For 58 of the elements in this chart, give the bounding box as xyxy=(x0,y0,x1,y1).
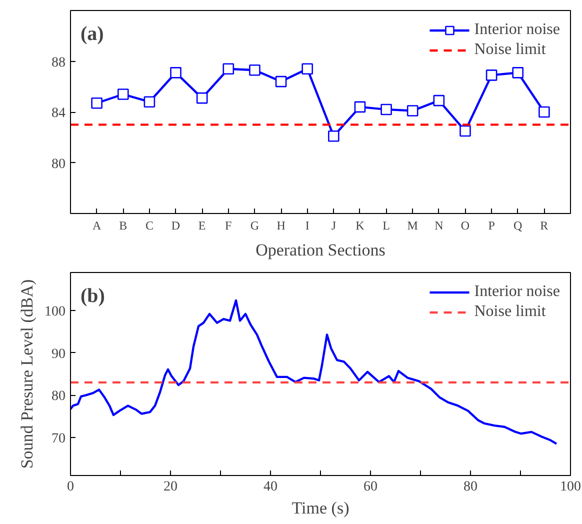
legend-label: Noise limit xyxy=(474,41,546,59)
x-tick-label: 40 xyxy=(264,480,278,494)
point xyxy=(275,76,287,88)
x-tick-label: P xyxy=(488,218,496,232)
legend-label: Interior noise xyxy=(474,21,560,39)
point xyxy=(354,101,366,113)
point xyxy=(406,105,418,116)
y-tick-label: 90 xyxy=(52,346,66,362)
y-tick-label: 70 xyxy=(52,431,66,446)
y-tick-label: 84 xyxy=(52,106,66,121)
legend-label: Interior noise xyxy=(474,283,560,301)
point xyxy=(249,64,260,76)
x-tick-label: 80 xyxy=(464,480,478,494)
y-axis-title: Sound Presure Level (dBA) xyxy=(18,279,36,469)
x-tick-label: D xyxy=(171,218,180,232)
y-tick-label: 100 xyxy=(44,304,66,320)
x-tick-label: O xyxy=(460,218,470,232)
point xyxy=(328,130,340,142)
point xyxy=(117,88,129,100)
x-tick-label: F xyxy=(225,218,232,232)
point xyxy=(433,94,445,106)
y-tick-label: 88 xyxy=(52,55,66,70)
x-tick-label: J xyxy=(331,218,336,232)
x-axis-title: Time (s) xyxy=(292,498,350,518)
x-tick-label: E xyxy=(198,218,206,232)
point xyxy=(486,70,498,81)
x-tick-label: B xyxy=(119,218,128,232)
x-tick-label: K xyxy=(356,218,365,232)
legend-label: Noise limit xyxy=(474,303,546,321)
x-tick-label: Q xyxy=(514,218,523,232)
x-tick-label: A xyxy=(92,218,102,232)
x-axis-title: Operation Sections xyxy=(256,240,386,260)
x-tick-label: M xyxy=(407,218,418,232)
point xyxy=(170,67,182,78)
point xyxy=(222,63,234,75)
x-tick-label: 20 xyxy=(164,480,178,494)
x-tick-label: I xyxy=(305,218,310,232)
x-tick-label: 100 xyxy=(560,480,581,494)
point xyxy=(91,97,102,109)
point xyxy=(380,104,392,116)
point xyxy=(538,106,550,118)
x-tick-label: H xyxy=(276,218,286,232)
y-tick-label: 80 xyxy=(52,389,66,404)
x-tick-label: N xyxy=(434,218,444,232)
point xyxy=(460,125,471,137)
point xyxy=(196,92,208,104)
x-tick-label: G xyxy=(250,218,260,232)
x-tick-label: R xyxy=(540,218,548,232)
x-tick-label: 60 xyxy=(364,480,378,494)
y-tick-label: 80 xyxy=(52,156,66,172)
x-tick-label: L xyxy=(382,218,390,232)
x-tick-label: 0 xyxy=(67,480,74,494)
x-tick-label: C xyxy=(145,218,154,232)
point xyxy=(512,67,524,78)
point xyxy=(302,63,313,75)
annotation: (a) xyxy=(80,23,104,46)
annotation: (b) xyxy=(80,285,105,308)
point xyxy=(144,96,156,108)
